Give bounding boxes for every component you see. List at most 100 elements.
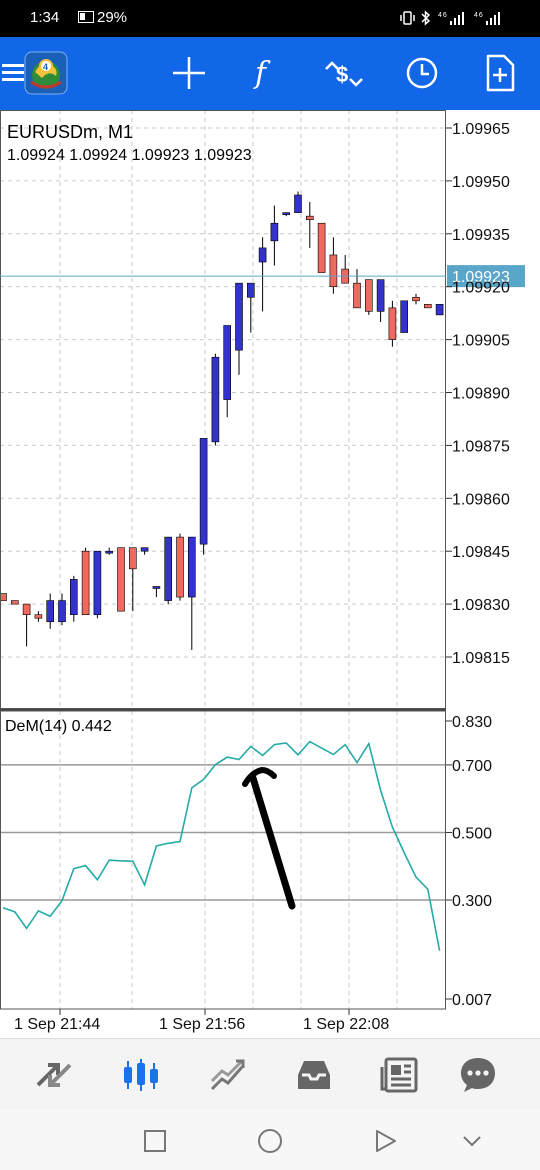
signal-icon-2: 46 bbox=[474, 12, 500, 25]
svg-text:46: 46 bbox=[474, 12, 484, 19]
candle-body bbox=[11, 600, 19, 605]
candle-body bbox=[58, 600, 66, 623]
keyboard-hide-icon[interactable] bbox=[458, 1127, 486, 1155]
current-price-label: 1.09923 bbox=[452, 269, 510, 286]
candle-body bbox=[129, 547, 137, 570]
symbols-icon[interactable]: $ bbox=[320, 49, 368, 97]
candle-body bbox=[317, 222, 326, 273]
candle-body bbox=[81, 550, 90, 615]
svg-text:$: $ bbox=[336, 62, 348, 87]
candle-body bbox=[140, 547, 149, 552]
candle-body bbox=[258, 247, 267, 263]
candle-body bbox=[188, 536, 196, 598]
ohlc-values: 1.09924 1.09924 1.09923 1.09923 bbox=[7, 147, 252, 164]
system-icons: 46 46 bbox=[400, 9, 518, 30]
back-icon[interactable] bbox=[371, 1127, 399, 1155]
new-order-icon[interactable] bbox=[476, 49, 524, 97]
crosshair-icon[interactable] bbox=[165, 49, 213, 97]
chat-icon[interactable] bbox=[456, 1053, 500, 1097]
candle-body bbox=[211, 356, 220, 443]
candle-body bbox=[117, 547, 125, 612]
candle-body bbox=[412, 296, 420, 302]
candle-body bbox=[364, 279, 373, 312]
candle-body bbox=[329, 254, 338, 288]
chart-tab-icon[interactable] bbox=[119, 1053, 163, 1097]
indicator-panel-frame bbox=[0, 710, 446, 1010]
candle-body bbox=[294, 194, 302, 213]
dem-line bbox=[2, 740, 441, 951]
bluetooth-icon bbox=[421, 10, 431, 26]
arrow-annotation bbox=[242, 766, 296, 910]
history-icon[interactable] bbox=[292, 1053, 336, 1097]
price-axis-label: 1.09950 bbox=[452, 174, 510, 191]
indicator-axis-label: 0.007 bbox=[452, 992, 492, 1009]
price-axis-label: 1.09860 bbox=[452, 491, 510, 508]
quotes-icon[interactable] bbox=[32, 1053, 76, 1097]
candle-body bbox=[247, 282, 255, 298]
candle-body bbox=[199, 438, 208, 545]
chart-canvas[interactable]: 1.09923 EURUSDm, M1 1.09924 1.09924 1.09… bbox=[0, 110, 540, 1038]
time-axis-label: 1 Sep 21:56 bbox=[159, 1016, 245, 1033]
time-axis-label: 1 Sep 22:08 bbox=[303, 1016, 389, 1033]
price-axis-label: 1.09965 bbox=[452, 121, 510, 138]
svg-text:46: 46 bbox=[438, 12, 448, 19]
price-axis-label: 1.09815 bbox=[452, 650, 510, 667]
indicator-axis-label: 0.500 bbox=[452, 825, 492, 842]
price-axis-label: 1.09920 bbox=[452, 280, 510, 297]
candle-body bbox=[423, 304, 432, 309]
price-axis-label: 1.09890 bbox=[452, 386, 510, 403]
candle-body bbox=[105, 550, 113, 554]
candle-body bbox=[70, 579, 78, 615]
candle-body bbox=[46, 600, 55, 623]
app-logo[interactable]: 4 bbox=[22, 49, 70, 97]
candle-body bbox=[0, 593, 7, 601]
price-axis-label: 1.09905 bbox=[452, 333, 510, 350]
candle-body bbox=[270, 222, 279, 242]
menu-icon[interactable] bbox=[0, 49, 38, 97]
candle-body bbox=[176, 536, 184, 598]
candle-body bbox=[93, 550, 102, 615]
indicator-axis-label: 0.700 bbox=[452, 758, 492, 775]
svg-text:f: f bbox=[253, 56, 271, 91]
status-bar: 1:34 29% 46 46 bbox=[0, 0, 540, 37]
indicator-title: DeM(14) 0.442 bbox=[5, 718, 112, 735]
price-axis-label: 1.09845 bbox=[452, 544, 510, 561]
candle-body bbox=[376, 279, 385, 312]
candle-body bbox=[34, 614, 43, 619]
candle-body bbox=[152, 586, 161, 589]
function-icon[interactable]: f bbox=[242, 49, 290, 97]
vibrate-icon bbox=[400, 11, 415, 25]
svg-text:4: 4 bbox=[43, 62, 48, 72]
chart-area[interactable]: 1.09923 EURUSDm, M1 1.09924 1.09924 1.09… bbox=[0, 110, 540, 1038]
candle-body bbox=[223, 325, 231, 400]
current-price-tag bbox=[447, 265, 525, 288]
price-axis-label: 1.09830 bbox=[452, 597, 510, 614]
chart-symbol-title: EURUSDm, M1 bbox=[7, 122, 133, 142]
trade-icon[interactable] bbox=[206, 1053, 250, 1097]
candle-body bbox=[164, 536, 172, 601]
indicator-axis-label: 0.830 bbox=[452, 714, 492, 731]
battery-percentage: 29% bbox=[97, 9, 128, 26]
bottom-navigation bbox=[0, 1038, 540, 1110]
system-navigation bbox=[0, 1110, 540, 1170]
signal-icon: 46 bbox=[438, 12, 464, 25]
time-axis-label: 1 Sep 21:44 bbox=[14, 1016, 100, 1033]
toolbar: 4 f $ bbox=[0, 37, 540, 110]
candle-body bbox=[305, 215, 314, 220]
clock-icon[interactable] bbox=[398, 49, 446, 97]
candle-body bbox=[353, 282, 361, 309]
recents-icon[interactable] bbox=[141, 1127, 169, 1155]
clock-text: 1:34 bbox=[30, 9, 60, 26]
candle-body bbox=[400, 300, 409, 333]
price-axis-label: 1.09935 bbox=[452, 227, 510, 244]
candle-body bbox=[22, 603, 31, 615]
candle-body bbox=[435, 304, 444, 316]
candle-body bbox=[282, 212, 291, 215]
home-icon[interactable] bbox=[256, 1127, 284, 1155]
news-icon[interactable] bbox=[378, 1053, 422, 1097]
battery-icon bbox=[78, 11, 94, 23]
candle-body bbox=[235, 282, 243, 351]
price-axis-label: 1.09875 bbox=[452, 438, 510, 455]
price-panel-frame bbox=[0, 110, 446, 709]
candle-body bbox=[388, 307, 397, 340]
